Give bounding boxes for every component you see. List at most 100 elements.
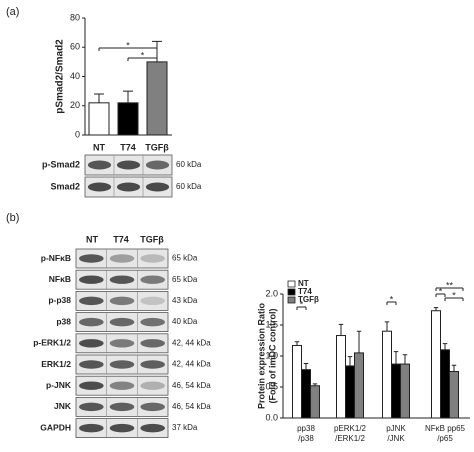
error-bar <box>312 383 318 386</box>
blot-size: 37 kDa <box>172 423 198 432</box>
blot-label: GAPDH <box>40 422 71 432</box>
blot-band <box>140 317 165 327</box>
blot-size: 42, 44 kDa <box>172 360 211 369</box>
blot-label: ERK1/2 <box>41 359 71 369</box>
blot-band <box>109 381 135 390</box>
significance-mark: * <box>390 294 394 304</box>
blot-band <box>79 275 104 284</box>
bar <box>440 349 450 419</box>
x-tick-label: NFκB pp65 <box>425 424 466 433</box>
blot-band <box>109 339 135 348</box>
legend-label: T74 <box>298 287 312 296</box>
significance-mark: ** <box>446 280 454 290</box>
significance-mark: * <box>439 286 443 296</box>
bar <box>336 335 346 419</box>
error-bar <box>393 351 399 365</box>
blot-band <box>116 182 141 192</box>
blot-band <box>140 381 165 390</box>
blot-band <box>109 360 135 369</box>
x-tick-label: /JNK <box>387 434 405 443</box>
bar <box>431 310 441 419</box>
bar <box>391 363 401 419</box>
blot-band <box>109 296 135 306</box>
bar <box>301 369 311 419</box>
blot-band <box>87 182 112 192</box>
blot-band <box>140 402 165 412</box>
error-bar <box>356 330 362 353</box>
blot-band <box>109 402 135 412</box>
blot-band <box>79 423 104 433</box>
y-tick-label: 2.0 <box>265 288 278 298</box>
error-bar <box>303 362 309 370</box>
x-tick-label: /ERK1/2 <box>335 434 365 443</box>
legend-swatch <box>287 296 296 304</box>
y-axis-label: (Fold of imDC control) <box>267 309 277 404</box>
y-tick-label: 60 <box>70 42 80 52</box>
lane-label: T74 <box>113 234 129 244</box>
x-tick-label: TGFβ <box>145 142 169 152</box>
blot-band <box>140 254 165 263</box>
blot-label: p-p38 <box>48 295 71 305</box>
significance-mark: * <box>300 299 304 309</box>
error-bar <box>442 343 448 350</box>
blot-band <box>79 402 104 412</box>
x-tick-label: pERK1/2 <box>334 424 367 433</box>
x-tick-label: T74 <box>120 142 136 152</box>
blot-label: p-Smad2 <box>42 159 80 169</box>
legend-label: NT <box>298 279 309 288</box>
panel-label: (a) <box>6 6 19 18</box>
error-bar <box>338 323 344 336</box>
blot-size: 65 kDa <box>172 254 198 263</box>
blot-band <box>145 182 170 192</box>
bar <box>117 102 139 136</box>
blot-label: p-JNK <box>46 380 72 390</box>
blot-label: p-NFκB <box>41 253 71 263</box>
panel-label: (b) <box>6 212 19 224</box>
legend-swatch <box>287 288 296 296</box>
bar <box>345 365 355 419</box>
y-tick-label: 0 <box>75 129 80 139</box>
x-tick-label: pJNK <box>386 424 406 433</box>
bar <box>88 102 110 136</box>
x-tick-label: /p38 <box>298 434 314 443</box>
y-axis-label: pSmad2/Smad2 <box>55 39 66 114</box>
blot-size: 40 kDa <box>172 317 198 326</box>
blot-band <box>140 423 165 433</box>
bar <box>400 363 410 419</box>
blot-label: Smad2 <box>50 181 80 191</box>
blot-band <box>87 160 112 170</box>
bar <box>354 352 364 419</box>
blot-size: 43 kDa <box>172 296 198 305</box>
blot-band <box>140 275 165 284</box>
blot-size: 65 kDa <box>172 275 198 284</box>
bar <box>449 371 459 419</box>
blot-band <box>109 254 135 263</box>
legend-swatch <box>287 280 296 288</box>
blot-band <box>79 339 104 348</box>
blot-label: NFκB <box>49 274 71 284</box>
legend-label: TGFβ <box>298 295 319 304</box>
y-tick-label: 80 <box>70 12 80 22</box>
blot-band <box>79 296 104 306</box>
error-bar <box>123 90 133 103</box>
blot-label: JNK <box>54 401 72 411</box>
blot-band <box>79 381 104 390</box>
error-bar <box>294 341 300 346</box>
lane-label: NT <box>86 234 98 244</box>
bar <box>146 61 168 136</box>
blot-band <box>109 317 135 327</box>
x-tick-label: pp38 <box>297 424 315 433</box>
blot-band <box>145 160 170 170</box>
significance-mark: * <box>141 50 145 60</box>
y-tick-label: 1.5 <box>265 319 278 329</box>
bar <box>292 344 302 419</box>
error-bar <box>402 354 408 365</box>
blot-band <box>116 160 141 170</box>
y-tick-label: 1.0 <box>265 350 278 360</box>
blot-size: 60 kDa <box>176 160 202 169</box>
x-tick-label: /p65 <box>437 434 453 443</box>
blot-band <box>140 360 165 369</box>
error-bar <box>451 364 457 372</box>
significance-mark: * <box>126 40 130 50</box>
